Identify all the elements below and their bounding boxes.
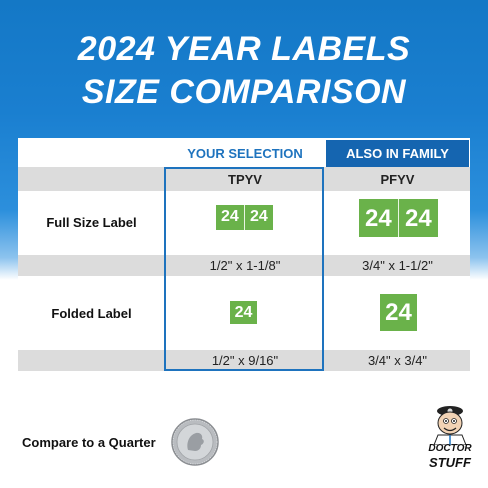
folded-dimension-row	[18, 350, 470, 371]
selection-highlight	[164, 167, 324, 371]
folded-label-small: 24	[230, 301, 257, 324]
folded-dimension-selected: 1/2" x 9/16"	[211, 353, 279, 368]
folded-dimension-family: 3/4" x 3/4"	[367, 353, 428, 368]
full-size-dimension-row	[18, 255, 470, 276]
label-number: 24	[365, 205, 392, 232]
doctor-mascot-icon	[433, 406, 467, 445]
row-label-full-size: Full Size Label	[46, 215, 137, 230]
label-number: 24	[234, 303, 253, 321]
column-header-also-in-family: ALSO IN FAMILY	[326, 140, 469, 167]
compare-quarter-text: Compare to a Quarter	[22, 435, 156, 450]
row-label-folded: Folded Label	[51, 306, 132, 321]
full-size-label-large: 24 24	[359, 199, 438, 237]
column-header-your-selection: YOUR SELECTION	[165, 140, 325, 167]
product-code-family: PFYV	[380, 172, 415, 187]
full-size-label-small: 24 24	[216, 205, 273, 230]
folded-label-large: 24	[380, 294, 417, 331]
label-number: 24	[405, 205, 432, 232]
logo-text-doctor: DOCTOR	[428, 443, 472, 454]
label-number: 24	[385, 298, 412, 326]
label-number: 24	[221, 208, 239, 225]
full-size-dimension-family: 3/4" x 1-1/2"	[362, 258, 433, 273]
label-number: 24	[250, 208, 268, 225]
product-code-row	[18, 167, 470, 191]
quarter-coin-icon	[171, 418, 219, 466]
product-code-selected: TPYV	[228, 172, 262, 187]
page-title-line1: 2024 YEAR LABELS	[77, 30, 411, 68]
page-title-line2: SIZE COMPARISON	[81, 73, 407, 111]
logo-text-stuff: STUFF	[429, 455, 471, 470]
full-size-dimension-selected: 1/2" x 1-1/8"	[209, 258, 281, 273]
